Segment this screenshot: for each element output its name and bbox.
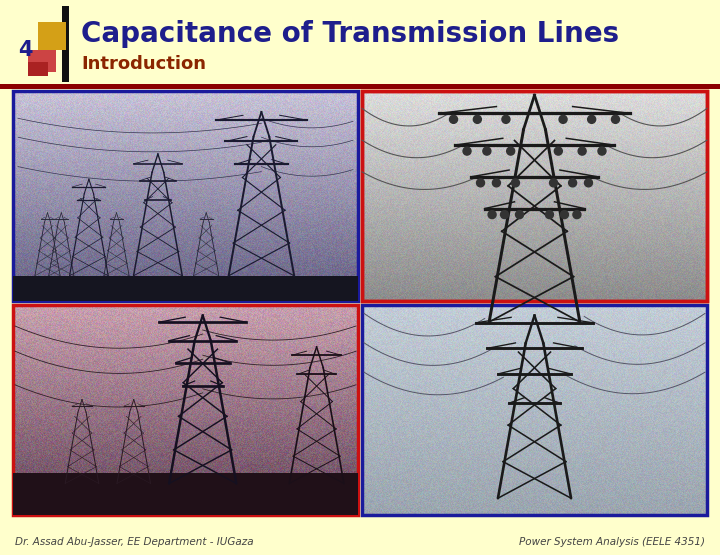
Bar <box>0 84 720 89</box>
Circle shape <box>573 210 581 219</box>
Circle shape <box>585 179 593 187</box>
Circle shape <box>492 179 500 187</box>
Bar <box>13 305 358 515</box>
Bar <box>362 305 707 515</box>
Text: Capacitance of Transmission Lines: Capacitance of Transmission Lines <box>81 20 619 48</box>
Circle shape <box>588 115 595 123</box>
Circle shape <box>560 210 568 219</box>
Circle shape <box>477 179 485 187</box>
Text: 4: 4 <box>18 40 32 60</box>
Circle shape <box>546 210 554 219</box>
Circle shape <box>449 115 457 123</box>
Circle shape <box>473 115 482 123</box>
Text: Introduction: Introduction <box>81 55 206 73</box>
Bar <box>28 62 48 76</box>
Bar <box>362 91 707 301</box>
Circle shape <box>569 179 577 187</box>
Bar <box>62 6 69 82</box>
Circle shape <box>598 147 606 155</box>
Circle shape <box>549 179 557 187</box>
Circle shape <box>502 115 510 123</box>
Circle shape <box>511 179 519 187</box>
Circle shape <box>578 147 586 155</box>
Circle shape <box>554 147 562 155</box>
Bar <box>362 91 707 301</box>
Text: Dr. Assad Abu-Jasser, EE Department - IUGaza: Dr. Assad Abu-Jasser, EE Department - IU… <box>15 537 253 547</box>
Bar <box>38 22 66 50</box>
Bar <box>13 473 358 515</box>
Circle shape <box>559 115 567 123</box>
Circle shape <box>516 210 523 219</box>
Text: Power System Analysis (EELE 4351): Power System Analysis (EELE 4351) <box>519 537 705 547</box>
Circle shape <box>611 115 619 123</box>
Circle shape <box>500 210 508 219</box>
Bar <box>13 91 358 301</box>
Bar <box>28 50 56 72</box>
Circle shape <box>507 147 515 155</box>
Circle shape <box>488 210 496 219</box>
Bar <box>13 276 358 301</box>
Circle shape <box>483 147 491 155</box>
Circle shape <box>463 147 471 155</box>
